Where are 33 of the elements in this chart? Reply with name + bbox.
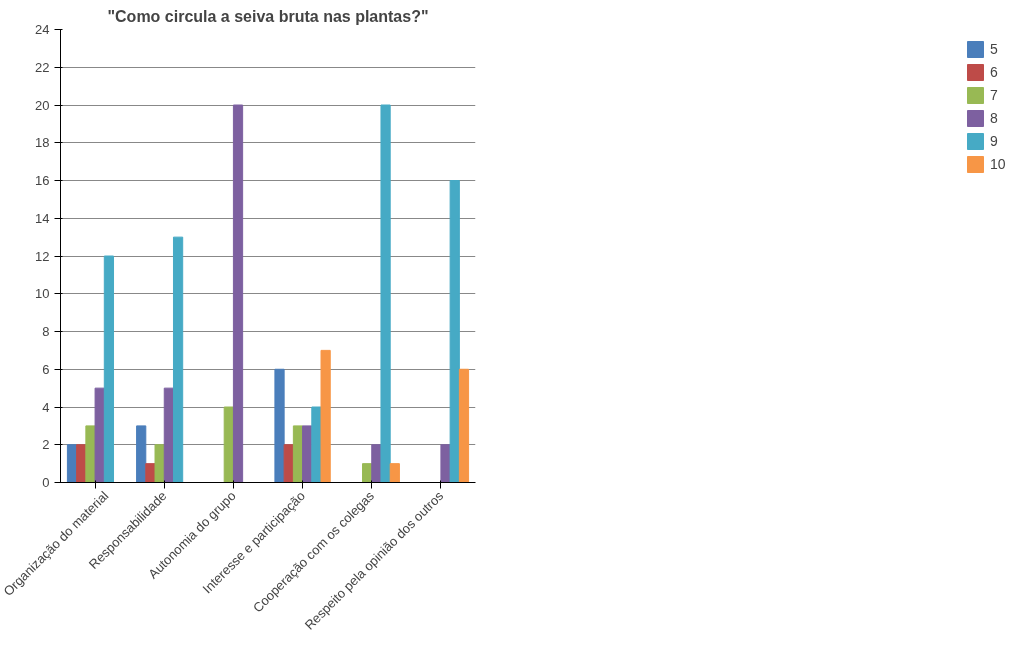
bar (320, 349, 331, 483)
y-tick-label: 24 (35, 22, 50, 37)
y-tick-label: 16 (35, 173, 50, 188)
y-tick-label: 18 (35, 135, 50, 151)
y-tick-label: 2 (42, 437, 50, 453)
bar (274, 368, 285, 483)
bar (232, 104, 244, 483)
bar (172, 236, 184, 483)
bar (154, 444, 165, 483)
legend-label: 9 (990, 133, 999, 149)
bar (449, 180, 460, 483)
bar (389, 463, 400, 483)
bar (103, 255, 115, 483)
legend-label: 7 (990, 87, 999, 103)
y-tick-label: 0 (42, 475, 50, 490)
bar (136, 425, 147, 483)
y-tick-label: 20 (35, 97, 50, 113)
chart-title: "Como circula a seiva bruta nas plantas?" (107, 7, 429, 25)
legend-label: 6 (990, 64, 999, 80)
bar (380, 104, 391, 483)
y-tick-label: 10 (35, 286, 50, 302)
legend-label: 5 (990, 41, 999, 57)
y-tick-label: 4 (42, 399, 50, 415)
y-tick-label: 12 (35, 248, 50, 264)
legend-label: 10 (990, 156, 1007, 172)
legend-label: 8 (990, 110, 999, 126)
bar (458, 368, 470, 483)
y-tick-label: 6 (42, 361, 50, 377)
y-tick-label: 14 (35, 210, 50, 226)
bar (94, 387, 105, 483)
y-tick-label: 22 (35, 59, 50, 75)
y-tick-label: 8 (42, 324, 50, 339)
bar (283, 444, 294, 483)
